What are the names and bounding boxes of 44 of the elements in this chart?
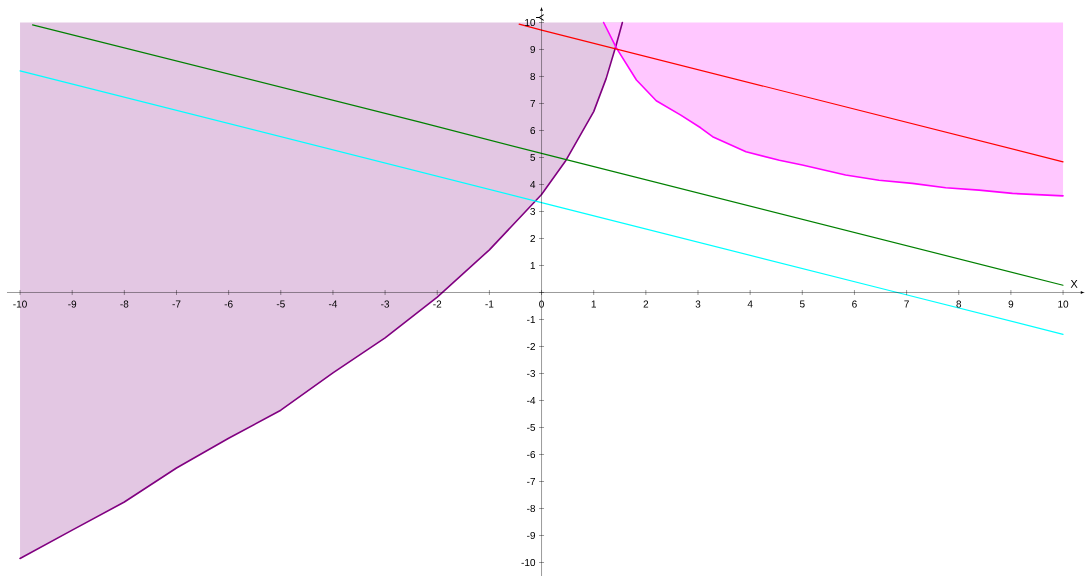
y-tick-label: -9 <box>527 531 536 540</box>
x-tick-label: -6 <box>224 300 233 308</box>
x-tick-label: -7 <box>172 300 181 308</box>
y-tick-label: 5 <box>530 154 536 161</box>
y-tick-label: 9 <box>530 45 536 54</box>
y-tick-label: 2 <box>530 235 536 242</box>
y-tick-label: -10 <box>521 558 536 567</box>
y-tick-label: 1 <box>530 262 536 269</box>
x-tick-label: 3 <box>695 300 701 308</box>
x-tick-label: -2 <box>433 300 442 308</box>
x-tick-label: 10 <box>1058 300 1069 308</box>
line-series <box>31 24 1064 286</box>
y-tick-label: -2 <box>527 343 536 350</box>
x-axis-title: X <box>1070 280 1078 288</box>
y-tick-label: -8 <box>527 504 536 513</box>
x-tick-label: -10 <box>13 300 27 308</box>
x-tick-label: 8 <box>956 300 962 308</box>
y-tick-label: -7 <box>527 478 536 485</box>
x-tick-label: -3 <box>381 300 390 308</box>
x-tick-label: -4 <box>328 300 338 308</box>
y-tick-label: 6 <box>530 126 536 135</box>
x-tick-label: -5 <box>276 300 285 308</box>
x-tick-label: -1 <box>485 300 494 308</box>
y-tick-label: -1 <box>527 316 536 323</box>
x-tick-label: 7 <box>904 300 909 308</box>
y-tick-label: 4 <box>530 181 536 188</box>
x-tick-label: 2 <box>643 300 649 308</box>
y-tick-label: -5 <box>527 424 536 431</box>
y-tick-label: -4 <box>527 397 536 404</box>
x-tick-label: 5 <box>799 300 805 308</box>
x-tick-label: 0 <box>539 300 544 308</box>
y-tick-label: 8 <box>530 72 536 81</box>
x-tick-label: 4 <box>747 300 753 308</box>
x-tick-label: -8 <box>120 300 129 308</box>
y-tick-label: -3 <box>527 369 536 378</box>
x-tick-label: 1 <box>591 300 596 308</box>
y-tick-label: 7 <box>530 100 536 107</box>
y-tick-label: -6 <box>527 450 536 459</box>
x-tick-label: -9 <box>68 300 77 308</box>
x-tick-label: 6 <box>852 300 857 308</box>
x-tick-label: 9 <box>1008 300 1014 308</box>
y-axis-title: Y <box>536 14 544 21</box>
y-tick-label: 10 <box>525 18 536 27</box>
y-tick-label: 3 <box>530 207 536 216</box>
